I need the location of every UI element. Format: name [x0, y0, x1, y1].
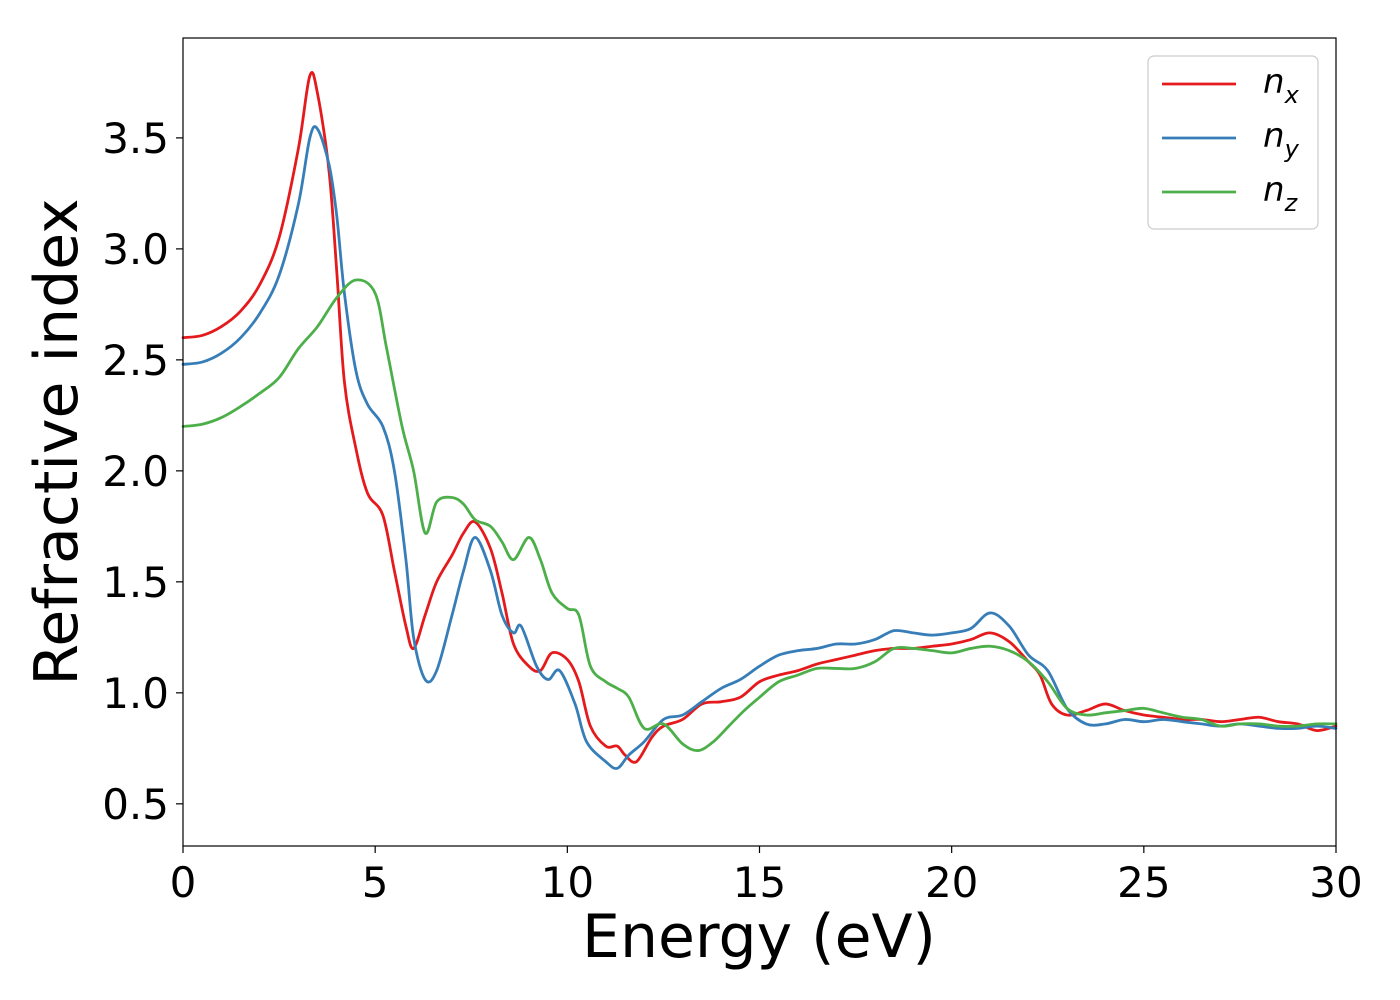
x-tick-label: 5: [362, 858, 389, 907]
x-axis-ticks: 0 5 10 15 20 25 30: [170, 846, 1363, 907]
series-layer: [181, 70, 1338, 770]
x-tick-label: 30: [1309, 858, 1362, 907]
x-tick-label: 0: [170, 858, 197, 907]
legend-frame: [1147, 55, 1319, 230]
y-axis-ticks: 0.5 1.0 1.5 2.0 2.5 3.0 3.5: [102, 114, 183, 829]
y-tick-label: 0.5: [102, 780, 169, 829]
y-tick-label: 3.5: [102, 114, 169, 163]
x-tick-label: 15: [733, 858, 786, 907]
y-tick-label: 3.0: [102, 225, 169, 274]
y-tick-label: 2.0: [102, 447, 169, 496]
series-line-nx: [181, 70, 1338, 764]
x-axis-title: Energy (eV): [582, 902, 936, 972]
x-tick-label: 25: [1117, 858, 1170, 907]
series-line-nz: [181, 278, 1338, 752]
y-tick-label: 1.0: [102, 669, 169, 718]
y-axis-title: Refractive index: [22, 198, 92, 685]
y-tick-label: 2.5: [102, 336, 169, 385]
series-line-ny: [181, 125, 1338, 770]
x-tick-label: 20: [925, 858, 978, 907]
y-tick-label: 1.5: [102, 558, 169, 607]
x-tick-label: 10: [541, 858, 594, 907]
